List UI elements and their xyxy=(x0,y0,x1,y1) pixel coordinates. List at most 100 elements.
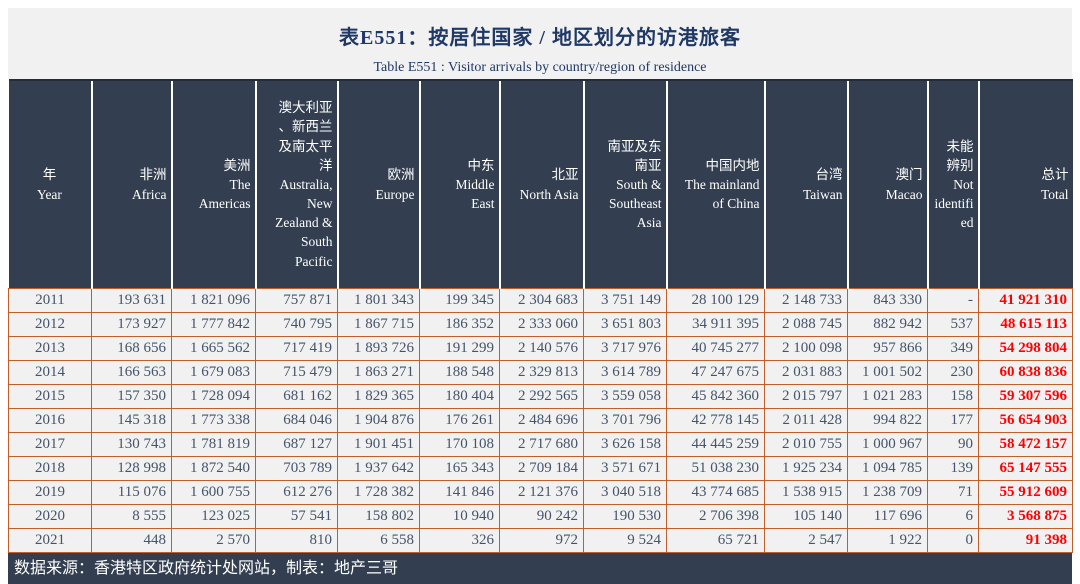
value-cell-europe: 1 801 343 xyxy=(337,288,420,313)
value-cell-europe: 1 863 271 xyxy=(337,360,420,385)
value-cell-not-identified: 158 xyxy=(927,384,979,409)
value-cell-africa: 448 xyxy=(91,528,172,553)
value-cell-north-asia: 2 140 576 xyxy=(499,336,584,361)
value-cell-south-southeast-asia: 3 614 789 xyxy=(583,360,667,385)
value-cell-north-asia: 2 709 184 xyxy=(499,456,584,481)
value-cell-north-asia: 2 484 696 xyxy=(499,408,584,433)
header-cell-mainland-china: 中国内地 The mainland of China xyxy=(665,79,765,289)
table-title-en: Table E551 : Visitor arrivals by country… xyxy=(373,60,707,75)
value-cell-macao: 994 822 xyxy=(847,408,928,433)
value-cell-africa: 128 998 xyxy=(91,456,172,481)
value-cell-north-asia: 2 333 060 xyxy=(499,312,584,337)
value-cell-mainland-china: 43 774 685 xyxy=(666,480,765,505)
value-cell-taiwan: 105 140 xyxy=(764,504,848,529)
value-cell-americas: 1 600 755 xyxy=(171,480,256,505)
value-cell-south-southeast-asia: 3 651 803 xyxy=(583,312,667,337)
header-cell-africa: 非洲 Africa xyxy=(90,79,172,289)
total-cell: 65 147 555 xyxy=(978,456,1073,481)
value-cell-americas: 1 665 562 xyxy=(171,336,256,361)
value-cell-mainland-china: 65 721 xyxy=(666,528,765,553)
value-cell-middle-east: 176 261 xyxy=(419,408,500,433)
value-cell-africa: 157 350 xyxy=(91,384,172,409)
value-cell-north-asia: 90 242 xyxy=(499,504,584,529)
value-cell-middle-east: 141 846 xyxy=(419,480,500,505)
value-cell-americas: 1 821 096 xyxy=(171,288,256,313)
value-cell-not-identified: 90 xyxy=(927,432,979,457)
value-cell-macao: 882 942 xyxy=(847,312,928,337)
value-cell-africa: 173 927 xyxy=(91,312,172,337)
year-cell: 2012 xyxy=(8,312,92,337)
value-cell-africa: 130 743 xyxy=(91,432,172,457)
value-cell-not-identified: 537 xyxy=(927,312,979,337)
value-cell-americas: 123 025 xyxy=(171,504,256,529)
value-cell-middle-east: 188 548 xyxy=(419,360,500,385)
header-cell-not-identified: 未能 辨别 Not identifi ed xyxy=(926,79,979,289)
year-cell: 2015 xyxy=(8,384,92,409)
year-cell: 2018 xyxy=(8,456,92,481)
value-cell-macao: 1 021 283 xyxy=(847,384,928,409)
table-title-zh: 表E551：按居住国家 / 地区划分的访港旅客 xyxy=(339,27,741,49)
value-cell-not-identified: 6 xyxy=(927,504,979,529)
table-row: 2012 173 927 1 777 842 740 795 1 867 715 186 … xyxy=(8,312,1073,337)
value-cell-middle-east: 186 352 xyxy=(419,312,500,337)
table-row: 2021 448 2 570 810 6 558 326 972 9 524 65 721 2 5… xyxy=(8,528,1073,553)
header-cell-americas: 美洲 The Americas xyxy=(170,79,256,289)
value-cell-aus-nz-south-pacific: 681 162 xyxy=(255,384,338,409)
value-cell-europe: 1 829 365 xyxy=(337,384,420,409)
title-band: 表E551：按居住国家 / 地区划分的访港旅客 Table E551 : Vis… xyxy=(8,8,1072,79)
value-cell-americas: 1 781 819 xyxy=(171,432,256,457)
value-cell-north-asia: 2 304 683 xyxy=(499,288,584,313)
value-cell-macao: 957 866 xyxy=(847,336,928,361)
value-cell-taiwan: 2 148 733 xyxy=(764,288,848,313)
value-cell-europe: 1 937 642 xyxy=(337,456,420,481)
value-cell-north-asia: 2 329 813 xyxy=(499,360,584,385)
value-cell-middle-east: 165 343 xyxy=(419,456,500,481)
value-cell-south-southeast-asia: 3 626 158 xyxy=(583,432,667,457)
header-cell-south-southeast-asia: 南亚及东 南亚 South & Southeast Asia xyxy=(582,79,667,289)
total-cell: 58 472 157 xyxy=(978,432,1073,457)
value-cell-africa: 166 563 xyxy=(91,360,172,385)
value-cell-north-asia: 972 xyxy=(499,528,584,553)
value-cell-taiwan: 2 031 883 xyxy=(764,360,848,385)
year-cell: 2011 xyxy=(8,288,92,313)
value-cell-europe: 1 867 715 xyxy=(337,312,420,337)
value-cell-aus-nz-south-pacific: 703 789 xyxy=(255,456,338,481)
table-row: 2014 166 563 1 679 083 715 479 1 863 271 188 … xyxy=(8,360,1073,385)
value-cell-middle-east: 199 345 xyxy=(419,288,500,313)
value-cell-africa: 168 656 xyxy=(91,336,172,361)
value-cell-south-southeast-asia: 3 717 976 xyxy=(583,336,667,361)
value-cell-not-identified: 177 xyxy=(927,408,979,433)
table-row: 2011 193 631 1 821 096 757 871 1 801 343 199 … xyxy=(8,288,1073,313)
year-cell: 2019 xyxy=(8,480,92,505)
value-cell-aus-nz-south-pacific: 612 276 xyxy=(255,480,338,505)
table-row: 2015 157 350 1 728 094 681 162 1 829 365 180 … xyxy=(8,384,1073,409)
value-cell-macao: 117 696 xyxy=(847,504,928,529)
value-cell-south-southeast-asia: 9 524 xyxy=(583,528,667,553)
value-cell-north-asia: 2 121 376 xyxy=(499,480,584,505)
value-cell-taiwan: 2 011 428 xyxy=(764,408,848,433)
value-cell-south-southeast-asia: 190 530 xyxy=(583,504,667,529)
value-cell-taiwan: 2 100 098 xyxy=(764,336,848,361)
value-cell-north-asia: 2 292 565 xyxy=(499,384,584,409)
value-cell-europe: 158 802 xyxy=(337,504,420,529)
value-cell-europe: 1 728 382 xyxy=(337,480,420,505)
total-cell: 3 568 875 xyxy=(978,504,1073,529)
header-cell-year: 年 Year xyxy=(8,79,92,289)
header-cell-north-asia: 北亚 North Asia xyxy=(498,79,584,289)
value-cell-macao: 1 000 967 xyxy=(847,432,928,457)
year-cell: 2016 xyxy=(8,408,92,433)
value-cell-south-southeast-asia: 3 571 671 xyxy=(583,456,667,481)
value-cell-mainland-china: 44 445 259 xyxy=(666,432,765,457)
header-cell-europe: 欧洲 Europe xyxy=(336,79,420,289)
value-cell-mainland-china: 34 911 395 xyxy=(666,312,765,337)
value-cell-south-southeast-asia: 3 751 149 xyxy=(583,288,667,313)
value-cell-taiwan: 2 010 755 xyxy=(764,432,848,457)
total-cell: 60 838 836 xyxy=(978,360,1073,385)
value-cell-south-southeast-asia: 3 701 796 xyxy=(583,408,667,433)
value-cell-europe: 1 893 726 xyxy=(337,336,420,361)
value-cell-africa: 193 631 xyxy=(91,288,172,313)
table-row: 2016 145 318 1 773 338 684 046 1 904 876 176 … xyxy=(8,408,1073,433)
value-cell-aus-nz-south-pacific: 810 xyxy=(255,528,338,553)
source-footer: 数据来源：香港特区政府统计处网站，制表：地产三哥 xyxy=(8,553,1072,584)
value-cell-taiwan: 1 538 915 xyxy=(764,480,848,505)
